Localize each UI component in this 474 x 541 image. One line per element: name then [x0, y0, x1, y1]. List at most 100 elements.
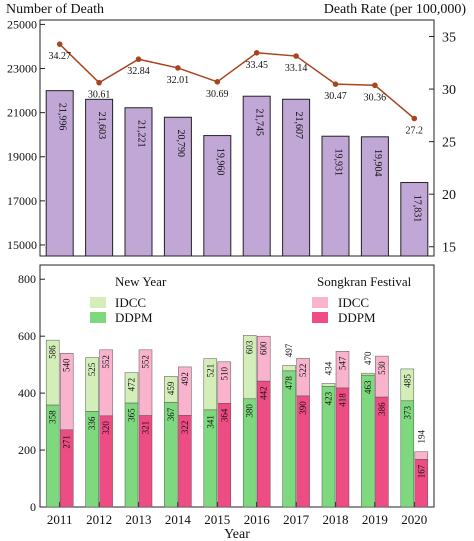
bottom-left-tick-label: 400: [18, 386, 36, 400]
death-rate-line-group: 34.27 30.61 32.84 32.01 30.69 33.45 33.14 30.47…: [48, 41, 423, 136]
new-year-idcc-label: 497: [284, 343, 294, 357]
x-tick-label: 2013: [126, 512, 152, 527]
legend-label-new-year-ddpm: DDPM: [115, 310, 153, 325]
top-left-tick-label: 19000: [7, 150, 37, 164]
songkran-ddpm-label: 271: [62, 435, 72, 449]
death-rate-point: [135, 56, 142, 63]
bottom-panel-frame: [39, 264, 435, 508]
songkran-ddpm-bar: [138, 415, 153, 508]
new-year-ddpm-label: 463: [363, 380, 373, 394]
new-year-ddpm-bar: [203, 409, 218, 508]
songkran-ddpm-bar: [375, 396, 389, 508]
death-bar-label: 19,904: [372, 149, 383, 177]
songkran-ddpm-bar: [217, 403, 232, 508]
death-rate-point: [411, 115, 418, 122]
top-right-axis: 15 20 25 30 35: [429, 31, 456, 256]
songkran-idcc-label: 540: [62, 358, 72, 372]
songkran-ddpm-bar: [335, 387, 350, 508]
death-bar: [124, 107, 153, 257]
legend-swatch-songkran-ddpm: [312, 312, 328, 323]
songkran-ddpm-bar: [99, 415, 113, 508]
new-year-idcc-label: 485: [402, 374, 412, 388]
legend-swatch-new-year-idcc: [90, 297, 106, 308]
new-year-ddpm-label: 478: [284, 376, 294, 390]
songkran-ddpm-label: 322: [180, 421, 190, 435]
new-year-idcc-bar: [282, 365, 296, 372]
new-year-ddpm-bar: [321, 386, 336, 508]
new-year-ddpm-label: 367: [166, 407, 176, 421]
x-tick-label: 2011: [47, 512, 73, 527]
death-bar: [242, 95, 271, 257]
songkran-ddpm-label: 167: [416, 464, 426, 478]
death-rate-point: [214, 79, 221, 85]
new-year-idcc-label: 434: [324, 361, 334, 375]
bottom-left-axis: 0 200 400 600 800: [18, 272, 45, 514]
top-left-axis: 15000 17000 19000 21000 23000 25000: [7, 17, 45, 252]
songkran-idcc-label: 194: [416, 430, 426, 444]
x-tick-label: 2018: [323, 512, 349, 527]
bottom-left-tick-label: 600: [18, 329, 36, 343]
songkran-ddpm-label: 320: [101, 421, 111, 435]
death-bar-label: 17,831: [411, 195, 422, 223]
songkran-idcc-bar: [414, 451, 429, 460]
top-left-tick-label: 17000: [7, 194, 37, 208]
death-rate-line: [59, 43, 415, 120]
x-tick-label: 2015: [204, 512, 230, 527]
death-rate-label: 27.2: [406, 125, 424, 136]
death-rate-point: [253, 49, 260, 56]
songkran-idcc-label: 547: [338, 356, 348, 370]
songkran-ddpm-bar: [59, 429, 74, 508]
legend-title-new-year: New Year: [115, 274, 167, 289]
death-rate-point: [56, 41, 63, 47]
new-year-ddpm-bar: [45, 404, 60, 508]
death-rate-point: [293, 53, 299, 59]
new-year-ddpm-bar: [164, 402, 178, 508]
songkran-ddpm-label: 418: [338, 393, 348, 407]
legend-title-songkran: Songkran Festival: [317, 274, 412, 289]
songkran-idcc-label: 600: [259, 341, 269, 355]
new-year-ddpm-bar: [282, 370, 296, 508]
top-right-tick-label: 25: [442, 136, 456, 151]
new-year-ddpm-label: 358: [48, 410, 58, 424]
death-bar: [400, 182, 429, 257]
new-year-ddpm-label: 365: [127, 408, 137, 422]
top-panel-frame: [39, 19, 435, 257]
death-bar-label: 21,603: [96, 112, 107, 139]
death-bar-label: 20,790: [175, 130, 186, 158]
songkran-idcc-label: 510: [219, 367, 229, 381]
top-right-tick-label: 35: [442, 31, 456, 46]
death-bar: [45, 90, 74, 257]
accident-bars: 358 586 336 525 365 472 367 459 341 521 380 603 478 4…: [45, 335, 429, 508]
new-year-ddpm-bar: [400, 400, 415, 508]
death-rate-label: 30.69: [206, 89, 229, 100]
legend-swatch-new-year-ddpm: [90, 312, 106, 323]
top-left-tick-label: 23000: [7, 62, 37, 76]
death-rate-label: 34.27: [48, 51, 71, 62]
death-rate-point: [332, 81, 339, 87]
songkran-ddpm-bar: [296, 395, 310, 508]
top-left-axis-title: Number of Death: [6, 2, 104, 17]
new-year-ddpm-label: 373: [402, 406, 412, 420]
songkran-idcc-label: 552: [141, 355, 151, 369]
death-rate-label: 33.14: [285, 63, 308, 74]
new-year-idcc-label: 459: [166, 381, 176, 395]
new-year-idcc-label: 586: [48, 345, 58, 359]
songkran-idcc-label: 530: [377, 361, 387, 375]
x-tick-label: 2014: [165, 512, 192, 527]
x-tick-label: 2017: [283, 512, 310, 527]
songkran-ddpm-label: 364: [219, 408, 229, 422]
top-left-tick-label: 25000: [7, 17, 37, 31]
bottom-left-tick-label: 200: [18, 443, 36, 457]
new-year-idcc-label: 603: [245, 340, 255, 354]
death-bar-label: 21,607: [293, 111, 304, 138]
death-bars: 21,996 21,603 21,221 20,790 19,960 21,745 21,6…: [45, 90, 429, 257]
new-year-ddpm-bar: [242, 398, 257, 508]
songkran-ddpm-label: 390: [298, 401, 308, 415]
top-left-tick-label: 15000: [7, 238, 37, 252]
death-bar-label: 21,996: [57, 103, 68, 131]
legend-label-songkran-idcc: IDCC: [338, 295, 369, 310]
new-year-idcc-bar: [361, 372, 375, 376]
songkran-ddpm-bar: [178, 415, 192, 508]
top-right-tick-label: 30: [442, 83, 456, 98]
x-tick-label: 2019: [362, 512, 388, 527]
